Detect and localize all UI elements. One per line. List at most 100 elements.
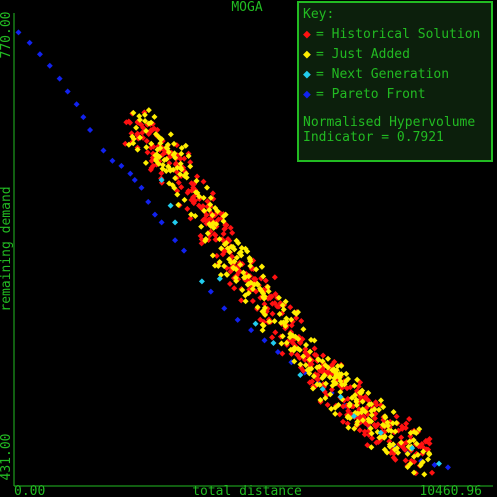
just-added-point xyxy=(410,469,417,476)
just-added-point xyxy=(209,212,216,219)
just-added-point xyxy=(174,164,181,171)
legend-label: = Historical Solution xyxy=(316,27,481,42)
just-added-point xyxy=(380,404,387,411)
historical-solution-point xyxy=(387,449,394,456)
historical-solution-point xyxy=(336,411,343,418)
just-added-point xyxy=(213,221,220,228)
just-added-point xyxy=(316,363,323,370)
just-added-point xyxy=(218,245,225,252)
historical-solution-point xyxy=(227,280,234,287)
just-added-point xyxy=(358,389,365,396)
historical-solution-point xyxy=(293,315,300,322)
just-added-point xyxy=(398,439,405,446)
historical-solution-point xyxy=(257,316,264,323)
just-added-point xyxy=(381,413,388,420)
just-added-point xyxy=(136,116,143,123)
historical-solution-point xyxy=(151,125,158,132)
historical-solution-point xyxy=(269,334,276,341)
just-added-point xyxy=(204,230,211,237)
y-axis-label: remaining demand xyxy=(0,186,14,311)
just-added-point xyxy=(322,362,329,369)
x-tick-max: 10460.96 xyxy=(419,484,482,497)
just-added-point xyxy=(130,109,137,116)
just-added-point xyxy=(203,184,210,191)
historical-solution-point xyxy=(187,159,194,166)
historical-solution-point xyxy=(184,205,191,212)
just-added-point xyxy=(297,361,304,368)
pareto-front-point xyxy=(87,126,94,133)
just-added-point xyxy=(389,420,396,427)
historical-solution-point xyxy=(309,378,316,385)
just-added-point xyxy=(221,263,228,270)
just-added-point xyxy=(337,389,344,396)
just-added-point xyxy=(421,471,428,478)
just-added-point xyxy=(385,427,392,434)
just-added-point xyxy=(171,185,178,192)
y-tick-max: 770.00 xyxy=(0,12,14,59)
just-added-point xyxy=(395,449,402,456)
next-generation-point xyxy=(337,393,344,400)
just-added-point xyxy=(207,194,214,201)
just-added-point xyxy=(315,356,322,363)
historical-solution-point xyxy=(344,385,351,392)
just-added-point xyxy=(143,144,150,151)
historical-solution-point xyxy=(123,119,130,126)
just-added-point xyxy=(136,113,143,120)
just-added-point xyxy=(152,152,159,159)
just-added-point xyxy=(310,373,317,380)
just-added-point xyxy=(193,177,200,184)
historical-solution-point xyxy=(221,226,228,233)
next-generation-point xyxy=(172,219,179,226)
just-added-point xyxy=(287,346,294,353)
just-added-point xyxy=(384,449,391,456)
legend-entry-next-generation: ◆ = Next Generation xyxy=(303,65,487,85)
just-added-point xyxy=(260,322,267,329)
just-added-point xyxy=(223,271,230,278)
pareto-front-point xyxy=(36,51,43,58)
just-added-point xyxy=(206,206,213,213)
historical-solution-point xyxy=(219,251,226,258)
just-added-point xyxy=(275,294,282,301)
pareto-front-point xyxy=(131,177,138,183)
historical-solution-point xyxy=(311,345,318,352)
historical-solution-point xyxy=(194,173,201,180)
just-added-point xyxy=(264,283,271,290)
just-added-point xyxy=(182,142,189,149)
just-added-point xyxy=(148,119,155,126)
just-added-point xyxy=(359,417,366,424)
just-added-point xyxy=(368,412,375,419)
next-generation-point xyxy=(377,429,384,436)
just-added-point xyxy=(237,261,244,268)
historical-solution-point xyxy=(158,170,165,177)
just-added-point xyxy=(341,381,348,388)
just-added-point xyxy=(181,196,188,203)
legend-entry-just-added: ◆ = Just Added xyxy=(303,45,487,65)
just-added-point xyxy=(381,433,388,440)
just-added-point xyxy=(276,311,283,318)
just-added-point xyxy=(159,161,166,168)
historical-solution-point xyxy=(177,155,184,162)
historical-solution-point xyxy=(209,190,216,197)
just-added-point xyxy=(368,401,375,408)
just-added-point xyxy=(143,127,150,134)
historical-solution-point xyxy=(393,413,400,420)
just-added-point xyxy=(253,266,260,273)
pareto-front-point xyxy=(431,461,438,468)
just-added-point xyxy=(367,425,374,432)
just-added-point xyxy=(152,131,159,138)
pareto-front-point xyxy=(207,288,214,295)
just-added-point xyxy=(424,456,431,463)
historical-solution-point xyxy=(190,184,197,191)
just-added-point xyxy=(211,262,218,269)
just-added-point xyxy=(130,135,137,142)
pareto-front-point xyxy=(145,198,152,205)
pareto-front-point xyxy=(109,157,116,164)
historical-solution-point xyxy=(429,469,436,476)
historical-solution-point xyxy=(147,166,154,173)
next-generation-point xyxy=(158,177,165,183)
historical-solution-point xyxy=(231,285,238,292)
just-added-point xyxy=(239,286,246,293)
just-added-point xyxy=(386,441,393,448)
just-added-point xyxy=(201,207,208,214)
just-added-point xyxy=(332,410,339,417)
